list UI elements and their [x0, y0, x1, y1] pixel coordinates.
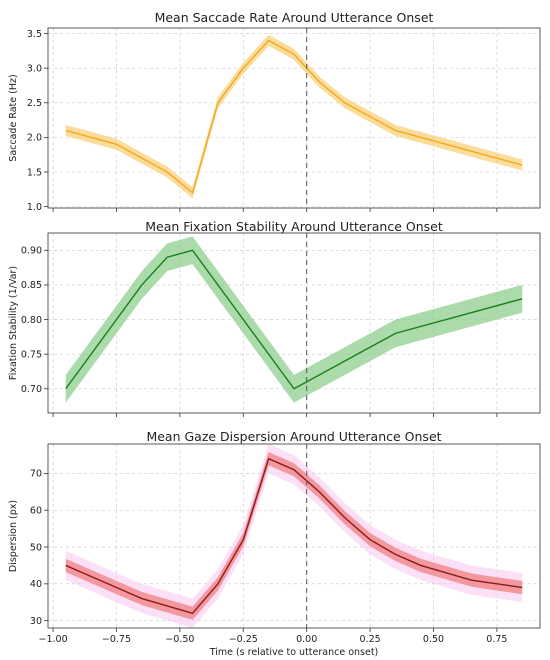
x-tick-label: −1.00 — [39, 634, 68, 645]
chart-title: Mean Saccade Rate Around Utterance Onset — [155, 10, 434, 25]
y-tick-label: 2.5 — [27, 98, 42, 109]
plot-frame — [47, 232, 541, 414]
x-tick-label: 0.50 — [423, 634, 444, 645]
chart-title: Mean Fixation Stability Around Utterance… — [145, 219, 443, 234]
plot-frame — [47, 443, 541, 629]
chart-panel-2: Mean Fixation Stability Around Utterance… — [8, 219, 541, 417]
y-tick-label: 0.70 — [21, 384, 42, 395]
x-tick-label: −0.75 — [102, 634, 131, 645]
y-tick-label: 0.85 — [21, 280, 42, 291]
chart-panel-3: Mean Gaze Dispersion Around Utterance On… — [8, 429, 541, 658]
y-tick-label: 2.0 — [27, 133, 42, 144]
x-tick-label: 0.25 — [360, 634, 381, 645]
series-1-confidence-band — [65, 236, 523, 403]
x-axis-label: Time (s relative to utterance onset) — [209, 647, 379, 658]
x-tick-label: 0.00 — [296, 634, 317, 645]
chart-panels: Mean Saccade Rate Around Utterance Onset… — [8, 10, 541, 658]
y-tick-label: 0.80 — [21, 315, 42, 326]
y-tick-label: 1.5 — [27, 167, 42, 178]
y-tick-label: 3.5 — [27, 29, 42, 40]
y-tick-label: 30 — [30, 616, 42, 627]
x-tick-label: −0.25 — [229, 634, 258, 645]
y-tick-label: 0.75 — [21, 349, 42, 360]
x-tick-label: 0.75 — [486, 634, 507, 645]
y-axis-label: Saccade Rate (Hz) — [8, 74, 19, 161]
y-tick-label: 3.0 — [27, 63, 42, 74]
y-axis-label: Fixation Stability (1/Var) — [8, 266, 19, 380]
y-tick-label: 60 — [30, 506, 42, 517]
plot-frame — [47, 27, 541, 209]
y-axis-label: Dispersion (px) — [8, 500, 19, 572]
series-1-line — [65, 39, 523, 194]
y-tick-label: 50 — [30, 542, 42, 553]
series-1-confidence-band — [65, 34, 523, 199]
series-1-glow-band — [65, 444, 523, 628]
y-tick-label: 1.0 — [27, 202, 42, 213]
chart-panel-1: Mean Saccade Rate Around Utterance Onset… — [8, 10, 541, 213]
y-tick-label: 0.90 — [21, 246, 42, 257]
chart-title: Mean Gaze Dispersion Around Utterance On… — [146, 429, 441, 444]
y-tick-label: 40 — [30, 579, 42, 590]
y-tick-label: 70 — [30, 469, 42, 480]
x-tick-label: −0.50 — [165, 634, 194, 645]
